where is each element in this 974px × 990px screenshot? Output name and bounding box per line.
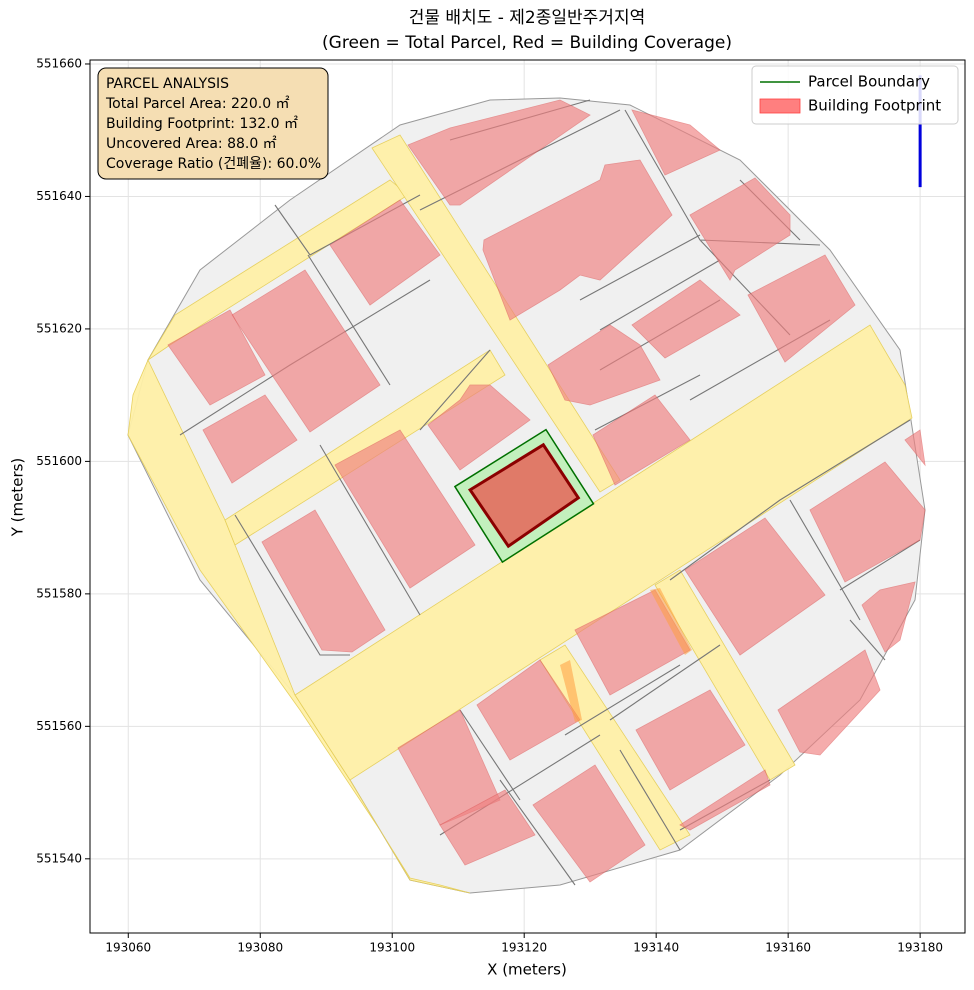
building xyxy=(547,324,661,406)
building xyxy=(532,764,646,883)
x-tick-label: 193060 xyxy=(105,941,151,955)
annotation-box: PARCEL ANALYSIS Total Parcel Area: 220.0 … xyxy=(97,67,329,180)
y-tick-label: 551620 xyxy=(36,321,82,335)
x-tick-label: 193160 xyxy=(765,941,811,955)
legend-label: Building Footprint xyxy=(808,97,941,115)
building xyxy=(407,99,591,206)
road xyxy=(654,569,796,781)
building xyxy=(482,159,673,321)
x-tick-label: 193080 xyxy=(237,941,283,955)
marks xyxy=(453,75,922,564)
building xyxy=(167,309,266,406)
legend-swatch xyxy=(759,98,801,114)
building xyxy=(427,384,531,471)
road xyxy=(127,359,471,894)
map-context xyxy=(127,97,926,894)
building xyxy=(231,269,381,433)
building xyxy=(329,199,441,306)
building xyxy=(261,509,386,653)
building xyxy=(904,429,926,467)
y-tick-label: 551660 xyxy=(36,56,82,70)
building xyxy=(635,689,746,791)
y-tick-label: 551560 xyxy=(36,719,82,733)
annotation-line: Total Parcel Area: 220.0 ㎡ xyxy=(105,96,290,112)
building xyxy=(689,177,791,281)
y-tick-label: 551540 xyxy=(36,851,82,865)
building xyxy=(809,461,926,583)
building xyxy=(777,649,881,756)
y-axis-label: Y (meters) xyxy=(9,458,27,538)
annotation-lines: PARCEL ANALYSIS Total Parcel Area: 220.0 … xyxy=(105,76,321,172)
building xyxy=(439,789,536,866)
x-tick-label: 193120 xyxy=(501,941,547,955)
y-tick-label: 551600 xyxy=(36,454,82,468)
road xyxy=(294,324,913,781)
building xyxy=(679,769,771,831)
building xyxy=(747,254,856,363)
plot-frame xyxy=(89,59,966,934)
building xyxy=(684,517,826,656)
annotation-line: PARCEL ANALYSIS xyxy=(106,76,229,92)
building xyxy=(202,394,298,484)
annotation-frame xyxy=(97,67,329,180)
buildings xyxy=(167,99,926,883)
x-tick-label: 193180 xyxy=(897,941,943,955)
x-tick-label: 193140 xyxy=(633,941,679,955)
x-tick-label: 193100 xyxy=(369,941,415,955)
chart-title: 건물 배치도 - 제2종일반주거지역 xyxy=(409,8,645,28)
legend-frame xyxy=(751,65,959,125)
building xyxy=(592,394,691,486)
annotation-line: Building Footprint: 132.0 ㎡ xyxy=(106,116,298,132)
legend-entries: Parcel Boundary Building Footprint xyxy=(759,73,941,115)
building xyxy=(650,588,692,655)
building xyxy=(631,279,741,359)
building xyxy=(631,109,721,176)
building-polygon xyxy=(467,442,581,549)
building xyxy=(861,581,916,653)
y-tick-label: 551580 xyxy=(36,586,82,600)
chart-subtitle: (Green = Total Parcel, Red = Building Co… xyxy=(322,33,732,53)
legend: Parcel Boundary Building Footprint xyxy=(751,65,959,125)
road xyxy=(539,644,691,851)
road xyxy=(224,349,506,546)
building xyxy=(334,429,476,589)
annotation-line: Coverage Ratio (건폐율): 60.0% xyxy=(106,156,321,172)
annotation-line: Uncovered Area: 88.0 ㎡ xyxy=(106,136,277,152)
building xyxy=(560,660,582,722)
legend-label: Parcel Boundary xyxy=(808,73,930,91)
y-tick-label: 551640 xyxy=(36,189,82,203)
x-axis-label: X (meters) xyxy=(487,961,567,979)
